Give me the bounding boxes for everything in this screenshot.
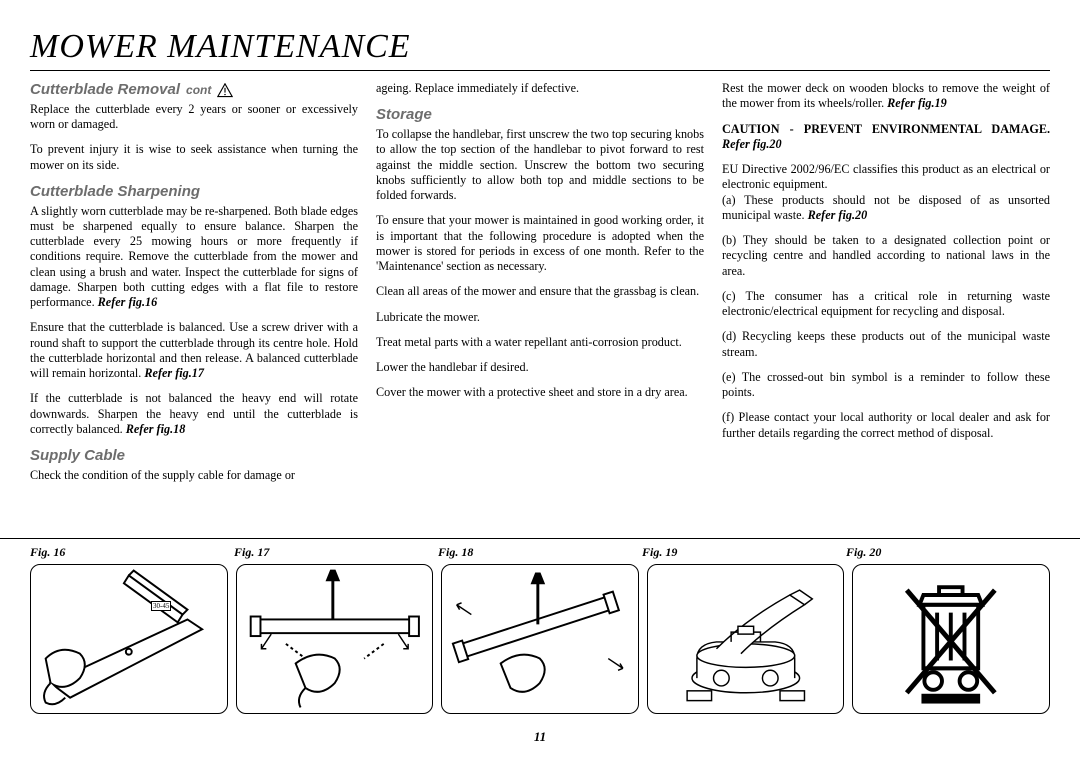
fig-label: Fig. 19 xyxy=(642,545,846,560)
para: (f) Please contact your local authority … xyxy=(722,410,1050,441)
para: Ensure that the cutterblade is balanced.… xyxy=(30,320,358,381)
para: (a) These products should not be dispose… xyxy=(722,193,1050,224)
para-text: Rest the mower deck on wooden blocks to … xyxy=(722,81,1050,110)
para: Check the condition of the supply cable … xyxy=(30,468,358,483)
para: Treat metal parts with a water repellant… xyxy=(376,335,704,350)
para: (d) Recycling keeps these products out o… xyxy=(722,329,1050,360)
page-number: 11 xyxy=(0,729,1080,745)
ref-text: Refer fig.16 xyxy=(98,295,158,309)
text-columns: Cutterblade Removal cont Replace the cut… xyxy=(30,81,1050,483)
fig-16-box: 30-45 xyxy=(30,564,228,714)
para-text: A slightly worn cutterblade may be re-sh… xyxy=(30,204,358,310)
figure-strip: Fig. 16 Fig. 17 Fig. 18 Fig. 19 Fig. 20 … xyxy=(0,538,1080,714)
para-text: (a) These products should not be dispose… xyxy=(722,193,1050,222)
ref-text: Refer fig.20 xyxy=(722,137,782,151)
para: Rest the mower deck on wooden blocks to … xyxy=(722,81,1050,112)
ref-text: Refer fig.18 xyxy=(126,422,186,436)
column-2: ageing. Replace immediately if defective… xyxy=(376,81,704,483)
para: To collapse the handlebar, first unscrew… xyxy=(376,127,704,203)
weee-bin-icon xyxy=(853,565,1049,713)
warning-icon xyxy=(217,83,233,97)
heading-supply-cable: Supply Cable xyxy=(30,447,358,466)
heading-cont: cont xyxy=(186,83,211,98)
para: A slightly worn cutterblade may be re-sh… xyxy=(30,204,358,311)
page-title: MOWER MAINTENANCE xyxy=(30,28,1050,71)
heading-storage: Storage xyxy=(376,106,704,125)
caution-text: CAUTION - PREVENT ENVIRONMENTAL DAMAGE. xyxy=(722,122,1050,136)
fig-17-icon xyxy=(237,565,433,713)
ref-text: Refer fig.17 xyxy=(144,366,204,380)
para: (b) They should be taken to a designated… xyxy=(722,233,1050,279)
caution-heading: CAUTION - PREVENT ENVIRONMENTAL DAMAGE. … xyxy=(722,122,1050,153)
para: (c) The consumer has a critical role in … xyxy=(722,289,1050,320)
heading-cutterblade-sharpening: Cutterblade Sharpening xyxy=(30,183,358,202)
fig-19-box xyxy=(647,564,845,714)
fig-label: Fig. 20 xyxy=(846,545,1050,560)
ref-text: Refer fig.20 xyxy=(808,208,868,222)
heading-text: Cutterblade Removal xyxy=(30,81,180,100)
para-text: EU Directive 2002/96/EC classifies this … xyxy=(722,162,1050,191)
fig-16-icon xyxy=(31,565,227,713)
para-text: If the cutterblade is not balanced the h… xyxy=(30,391,358,436)
para: (e) The crossed-out bin symbol is a remi… xyxy=(722,370,1050,401)
fig-19-icon xyxy=(648,565,844,713)
angle-label: 30-45 xyxy=(151,601,171,611)
column-3: Rest the mower deck on wooden blocks to … xyxy=(722,81,1050,483)
fig-18-box xyxy=(441,564,639,714)
para: Replace the cutterblade every 2 years or… xyxy=(30,102,358,133)
para: To ensure that your mower is maintained … xyxy=(376,213,704,274)
para: If the cutterblade is not balanced the h… xyxy=(30,391,358,437)
ref-text: Refer fig.19 xyxy=(887,96,947,110)
fig-20-box xyxy=(852,564,1050,714)
fig-label: Fig. 18 xyxy=(438,545,642,560)
para: Lubricate the mower. xyxy=(376,310,704,325)
para: EU Directive 2002/96/EC classifies this … xyxy=(722,162,1050,193)
column-1: Cutterblade Removal cont Replace the cut… xyxy=(30,81,358,483)
fig-18-icon xyxy=(442,565,638,713)
para: Clean all areas of the mower and ensure … xyxy=(376,284,704,299)
heading-cutterblade-removal: Cutterblade Removal cont xyxy=(30,81,358,100)
para: Cover the mower with a protective sheet … xyxy=(376,385,704,400)
para: Lower the handlebar if desired. xyxy=(376,360,704,375)
fig-17-box xyxy=(236,564,434,714)
fig-label: Fig. 16 xyxy=(30,545,234,560)
figure-row: 30-45 xyxy=(0,564,1080,714)
para: To prevent injury it is wise to seek ass… xyxy=(30,142,358,173)
fig-label: Fig. 17 xyxy=(234,545,438,560)
figure-labels: Fig. 16 Fig. 17 Fig. 18 Fig. 19 Fig. 20 xyxy=(0,545,1080,560)
para: ageing. Replace immediately if defective… xyxy=(376,81,704,96)
